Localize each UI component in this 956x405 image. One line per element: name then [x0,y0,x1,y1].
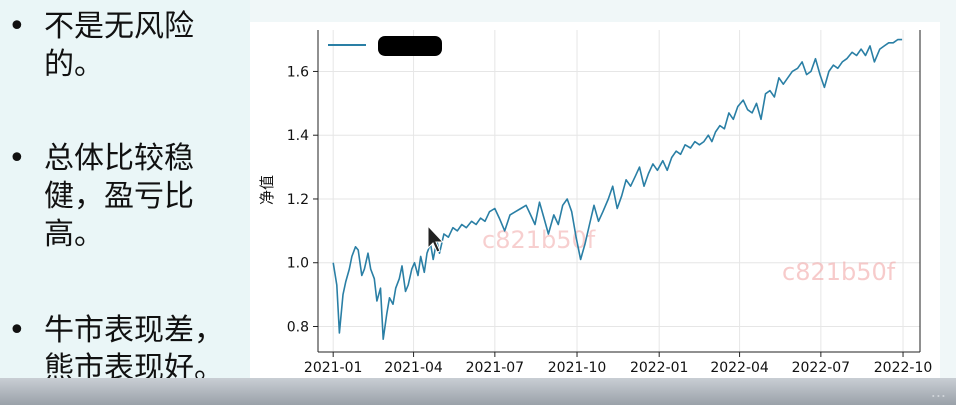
bullet-line: 总体比较稳 [44,141,194,176]
chart-axes [317,30,921,353]
x-tick-label: 2021-10 [548,360,607,376]
bullet-marker: • [8,9,26,44]
x-tick-label: 2021-04 [384,360,443,376]
chart-panel: 2021-01 2021-04 2021-07 2021-10 2022-01 2022-… [250,22,940,378]
chart-ticks: 2021-01 2021-04 2021-07 2021-10 2022-01 2022-… [287,64,933,376]
x-tick-label: 2021-01 [304,360,363,376]
y-tick-label: 1.4 [287,128,309,144]
bullet-line: 高。 [44,217,104,252]
bullet-line: 的。 [44,47,104,82]
chart-legend [328,36,442,56]
mouse-cursor-icon [427,224,445,253]
bullet-marker: • [8,313,26,348]
bullet-line: 牛市表现差， [44,313,224,348]
y-tick-label: 1.0 [287,256,309,272]
chart-grid [318,30,920,352]
x-tick-label: 2021-07 [466,360,524,376]
y-tick-label: 1.2 [287,192,309,208]
y-tick-label: 0.8 [287,319,309,335]
x-tick-label: 2022-10 [874,360,933,376]
y-tick-label: 1.6 [287,64,309,80]
bottom-caption: ... [930,382,946,401]
x-tick-label: 2022-01 [630,360,689,376]
nav-series-line [332,38,903,341]
bullet-marker: • [8,141,26,176]
bottom-bar: ... [0,378,956,405]
watermark-text: c821b50f [782,258,896,286]
x-tick-label: 2022-04 [710,360,769,376]
nav-line-chart: 2021-01 2021-04 2021-07 2021-10 2022-01 2022-… [258,30,933,376]
bullet-list: • 不是无风险 的。 • 总体比较稳 健，盈亏比 高。 • 牛市表现差， 熊市表… [0,0,250,405]
chart-series [332,38,903,341]
x-tick-label: 2022-07 [792,360,851,376]
y-axis-label: 净值 [258,175,276,205]
legend-label-redaction [378,36,442,56]
bullet-line: 健，盈亏比 [44,179,194,214]
bullet-line: 不是无风险 [44,9,194,44]
